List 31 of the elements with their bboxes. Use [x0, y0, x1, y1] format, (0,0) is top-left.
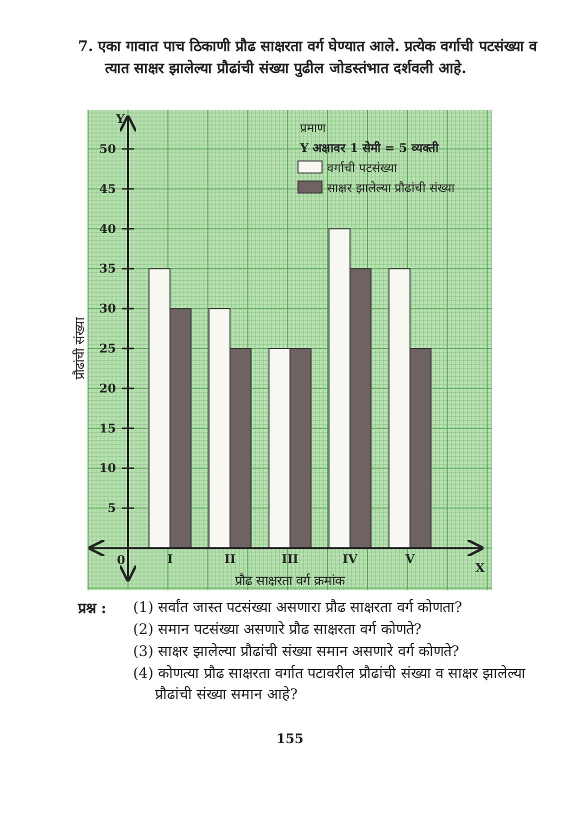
text: (4) कोणत्या प्रौढ साक्षरता वर्गात पटावरील प्रौढांची संख्या व साक्षर झालेल्या प्रौढांची संख्या समान आहे? — [133, 664, 527, 705]
x-tick-label: IV — [342, 552, 358, 566]
y-tick-label: 20 — [99, 381, 116, 396]
annotation: X — [475, 561, 486, 576]
annotation: Y — [115, 112, 125, 126]
y-tick-label: 45 — [99, 182, 116, 196]
y-tick-label: 10 — [99, 461, 116, 476]
legend-label: वर्गाची पटसंख्या — [327, 161, 398, 175]
y-tick-label: 25 — [99, 342, 116, 356]
x-tick-label: V — [404, 552, 416, 566]
y-axis-title: प्रौढांची संख्या — [72, 316, 88, 380]
text: (1) सर्वांत जास्त पटसंख्या असणारा प्रौढ साक्षरता वर्ग कोणता? — [133, 598, 464, 618]
x-axis-title: प्रौढ साक्षरता वर्ग क्रमांक — [234, 573, 346, 590]
text: (2) समान पटसंख्या असणारे प्रौढ साक्षरता वर्ग कोणते? — [133, 620, 423, 640]
y-tick-label: 30 — [99, 302, 116, 316]
text: 155 — [275, 732, 305, 747]
y-tick-label: 35 — [99, 262, 116, 276]
y-tick-label: 5 — [108, 501, 116, 516]
x-tick-label: I — [167, 552, 174, 566]
y-tick-label: 50 — [99, 142, 116, 156]
text: (3) साक्षर झालेल्या प्रौढांची संख्या समान असणारे वर्ग कोणते? — [133, 642, 460, 662]
text: प्रश्न : — [78, 599, 106, 619]
x-tick-label: II — [224, 552, 236, 566]
chart-title: 7. एका गावात पाच ठिकाणी प्रौढ साक्षरता वर्ग घेण्यात आले. प्रत्येक वर्गाची पटसंख्या व त्यात साक्षर झालेल्या प्रौढांची संख्या पुढील जोडस्तंभात दर्शवली आहे. — [78, 36, 538, 80]
legend-label: साक्षर झालेल्या प्रौढांची संख्या — [327, 181, 456, 195]
y-tick-label: 15 — [99, 421, 116, 436]
x-tick-label: III — [282, 552, 299, 566]
y-tick-label: 40 — [99, 222, 116, 236]
annotation: 0 — [116, 553, 126, 568]
legend-title: प्रमाण — [300, 121, 326, 135]
annotation: Y अक्षावर 1 सेमी = 5 व्यक्ती — [299, 141, 440, 155]
